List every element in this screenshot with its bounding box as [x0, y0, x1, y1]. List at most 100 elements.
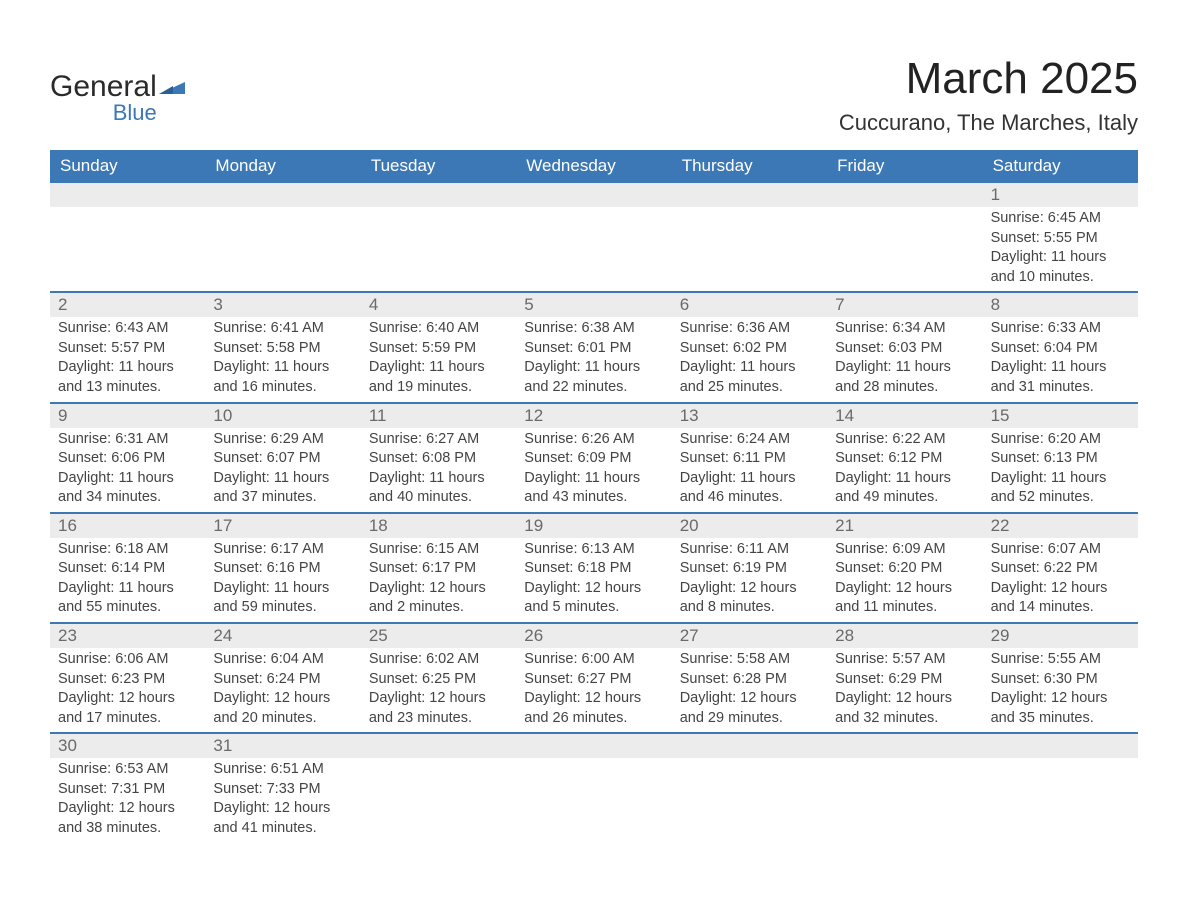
day-number: 28: [827, 624, 982, 648]
day-number: 20: [672, 514, 827, 538]
topbar: General Blue March 2025 Cuccurano, The M…: [50, 54, 1138, 136]
day-number: 9: [50, 404, 205, 428]
daylight-text-2: and 40 minutes.: [369, 488, 508, 508]
daylight-text-2: and 59 minutes.: [213, 598, 352, 618]
day-number: 7: [827, 293, 982, 317]
sunrise-text: Sunrise: 6:00 AM: [524, 650, 663, 670]
daylight-text-2: and 14 minutes.: [991, 598, 1130, 618]
day-cell: Sunrise: 6:20 AMSunset: 6:13 PMDaylight:…: [983, 428, 1138, 512]
daylight-text-2: and 35 minutes.: [991, 709, 1130, 729]
daylight-text-1: Daylight: 11 hours: [213, 469, 352, 489]
sunrise-text: Sunrise: 6:45 AM: [991, 209, 1130, 229]
day-cell: Sunrise: 5:57 AMSunset: 6:29 PMDaylight:…: [827, 648, 982, 732]
sunrise-text: Sunrise: 6:27 AM: [369, 430, 508, 450]
sunset-text: Sunset: 6:17 PM: [369, 559, 508, 579]
daylight-text-1: Daylight: 12 hours: [680, 689, 819, 709]
daylight-text-2: and 10 minutes.: [991, 268, 1130, 288]
sunrise-text: Sunrise: 6:24 AM: [680, 430, 819, 450]
day-number: 17: [205, 514, 360, 538]
day-cell: Sunrise: 6:18 AMSunset: 6:14 PMDaylight:…: [50, 538, 205, 622]
daylight-text-1: Daylight: 12 hours: [991, 579, 1130, 599]
day-number: [516, 183, 671, 207]
day-number: 22: [983, 514, 1138, 538]
daylight-text-1: Daylight: 12 hours: [213, 689, 352, 709]
daynum-row: 16171819202122: [50, 514, 1138, 538]
sunrise-text: Sunrise: 6:06 AM: [58, 650, 197, 670]
sunset-text: Sunset: 6:08 PM: [369, 449, 508, 469]
day-cell: Sunrise: 6:11 AMSunset: 6:19 PMDaylight:…: [672, 538, 827, 622]
day-cell: [361, 207, 516, 291]
sunrise-text: Sunrise: 6:09 AM: [835, 540, 974, 560]
sunset-text: Sunset: 6:11 PM: [680, 449, 819, 469]
day-cell: [205, 207, 360, 291]
day-number: 29: [983, 624, 1138, 648]
day-number: 5: [516, 293, 671, 317]
daylight-text-2: and 28 minutes.: [835, 378, 974, 398]
daylight-text-1: Daylight: 11 hours: [213, 579, 352, 599]
sunrise-text: Sunrise: 5:57 AM: [835, 650, 974, 670]
daylight-text-2: and 23 minutes.: [369, 709, 508, 729]
day-cell: Sunrise: 6:15 AMSunset: 6:17 PMDaylight:…: [361, 538, 516, 622]
day-number: [361, 734, 516, 758]
week-row: 9101112131415Sunrise: 6:31 AMSunset: 6:0…: [50, 402, 1138, 512]
day-cell: Sunrise: 6:22 AMSunset: 6:12 PMDaylight:…: [827, 428, 982, 512]
sunrise-text: Sunrise: 6:38 AM: [524, 319, 663, 339]
sunset-text: Sunset: 6:16 PM: [213, 559, 352, 579]
sunrise-text: Sunrise: 6:34 AM: [835, 319, 974, 339]
day-cell: Sunrise: 6:24 AMSunset: 6:11 PMDaylight:…: [672, 428, 827, 512]
day-cell: Sunrise: 6:45 AMSunset: 5:55 PMDaylight:…: [983, 207, 1138, 291]
day-number: 15: [983, 404, 1138, 428]
sunrise-text: Sunrise: 6:18 AM: [58, 540, 197, 560]
day-number: 4: [361, 293, 516, 317]
day-number: [983, 734, 1138, 758]
daylight-text-1: Daylight: 11 hours: [835, 358, 974, 378]
day-number: [827, 183, 982, 207]
day-number: [827, 734, 982, 758]
day-cell: Sunrise: 6:40 AMSunset: 5:59 PMDaylight:…: [361, 317, 516, 401]
sunset-text: Sunset: 6:04 PM: [991, 339, 1130, 359]
day-cell: Sunrise: 6:38 AMSunset: 6:01 PMDaylight:…: [516, 317, 671, 401]
daylight-text-2: and 49 minutes.: [835, 488, 974, 508]
week-row: 23242526272829Sunrise: 6:06 AMSunset: 6:…: [50, 622, 1138, 732]
day-cell: [50, 207, 205, 291]
daylight-text-2: and 52 minutes.: [991, 488, 1130, 508]
day-cell: Sunrise: 6:17 AMSunset: 6:16 PMDaylight:…: [205, 538, 360, 622]
day-cell: [516, 207, 671, 291]
sunrise-text: Sunrise: 6:04 AM: [213, 650, 352, 670]
sunrise-text: Sunrise: 6:43 AM: [58, 319, 197, 339]
sunrise-text: Sunrise: 6:29 AM: [213, 430, 352, 450]
daylight-text-2: and 34 minutes.: [58, 488, 197, 508]
weekday-friday: Friday: [827, 150, 982, 183]
daylight-text-1: Daylight: 11 hours: [680, 469, 819, 489]
weekday-sunday: Sunday: [50, 150, 205, 183]
daylight-text-1: Daylight: 11 hours: [524, 469, 663, 489]
sunset-text: Sunset: 6:03 PM: [835, 339, 974, 359]
sunset-text: Sunset: 6:30 PM: [991, 670, 1130, 690]
daylight-text-2: and 11 minutes.: [835, 598, 974, 618]
weekday-wednesday: Wednesday: [516, 150, 671, 183]
sunset-text: Sunset: 6:18 PM: [524, 559, 663, 579]
day-number: [50, 183, 205, 207]
sunrise-text: Sunrise: 6:51 AM: [213, 760, 352, 780]
daylight-text-1: Daylight: 11 hours: [369, 469, 508, 489]
sunset-text: Sunset: 6:09 PM: [524, 449, 663, 469]
day-cell: Sunrise: 6:29 AMSunset: 6:07 PMDaylight:…: [205, 428, 360, 512]
sunrise-text: Sunrise: 6:36 AM: [680, 319, 819, 339]
daylight-text-1: Daylight: 11 hours: [58, 358, 197, 378]
weekday-saturday: Saturday: [983, 150, 1138, 183]
sunrise-text: Sunrise: 6:22 AM: [835, 430, 974, 450]
daynum-row: 1: [50, 183, 1138, 207]
day-number: [672, 734, 827, 758]
day-cell: Sunrise: 6:13 AMSunset: 6:18 PMDaylight:…: [516, 538, 671, 622]
day-number: 3: [205, 293, 360, 317]
daylight-text-1: Daylight: 12 hours: [58, 689, 197, 709]
day-cell: Sunrise: 6:27 AMSunset: 6:08 PMDaylight:…: [361, 428, 516, 512]
daylight-text-2: and 31 minutes.: [991, 378, 1130, 398]
sunrise-text: Sunrise: 6:11 AM: [680, 540, 819, 560]
day-number: 8: [983, 293, 1138, 317]
daylight-text-2: and 41 minutes.: [213, 819, 352, 839]
weekday-monday: Monday: [205, 150, 360, 183]
daylight-text-2: and 16 minutes.: [213, 378, 352, 398]
daylight-text-2: and 55 minutes.: [58, 598, 197, 618]
day-number: 31: [205, 734, 360, 758]
